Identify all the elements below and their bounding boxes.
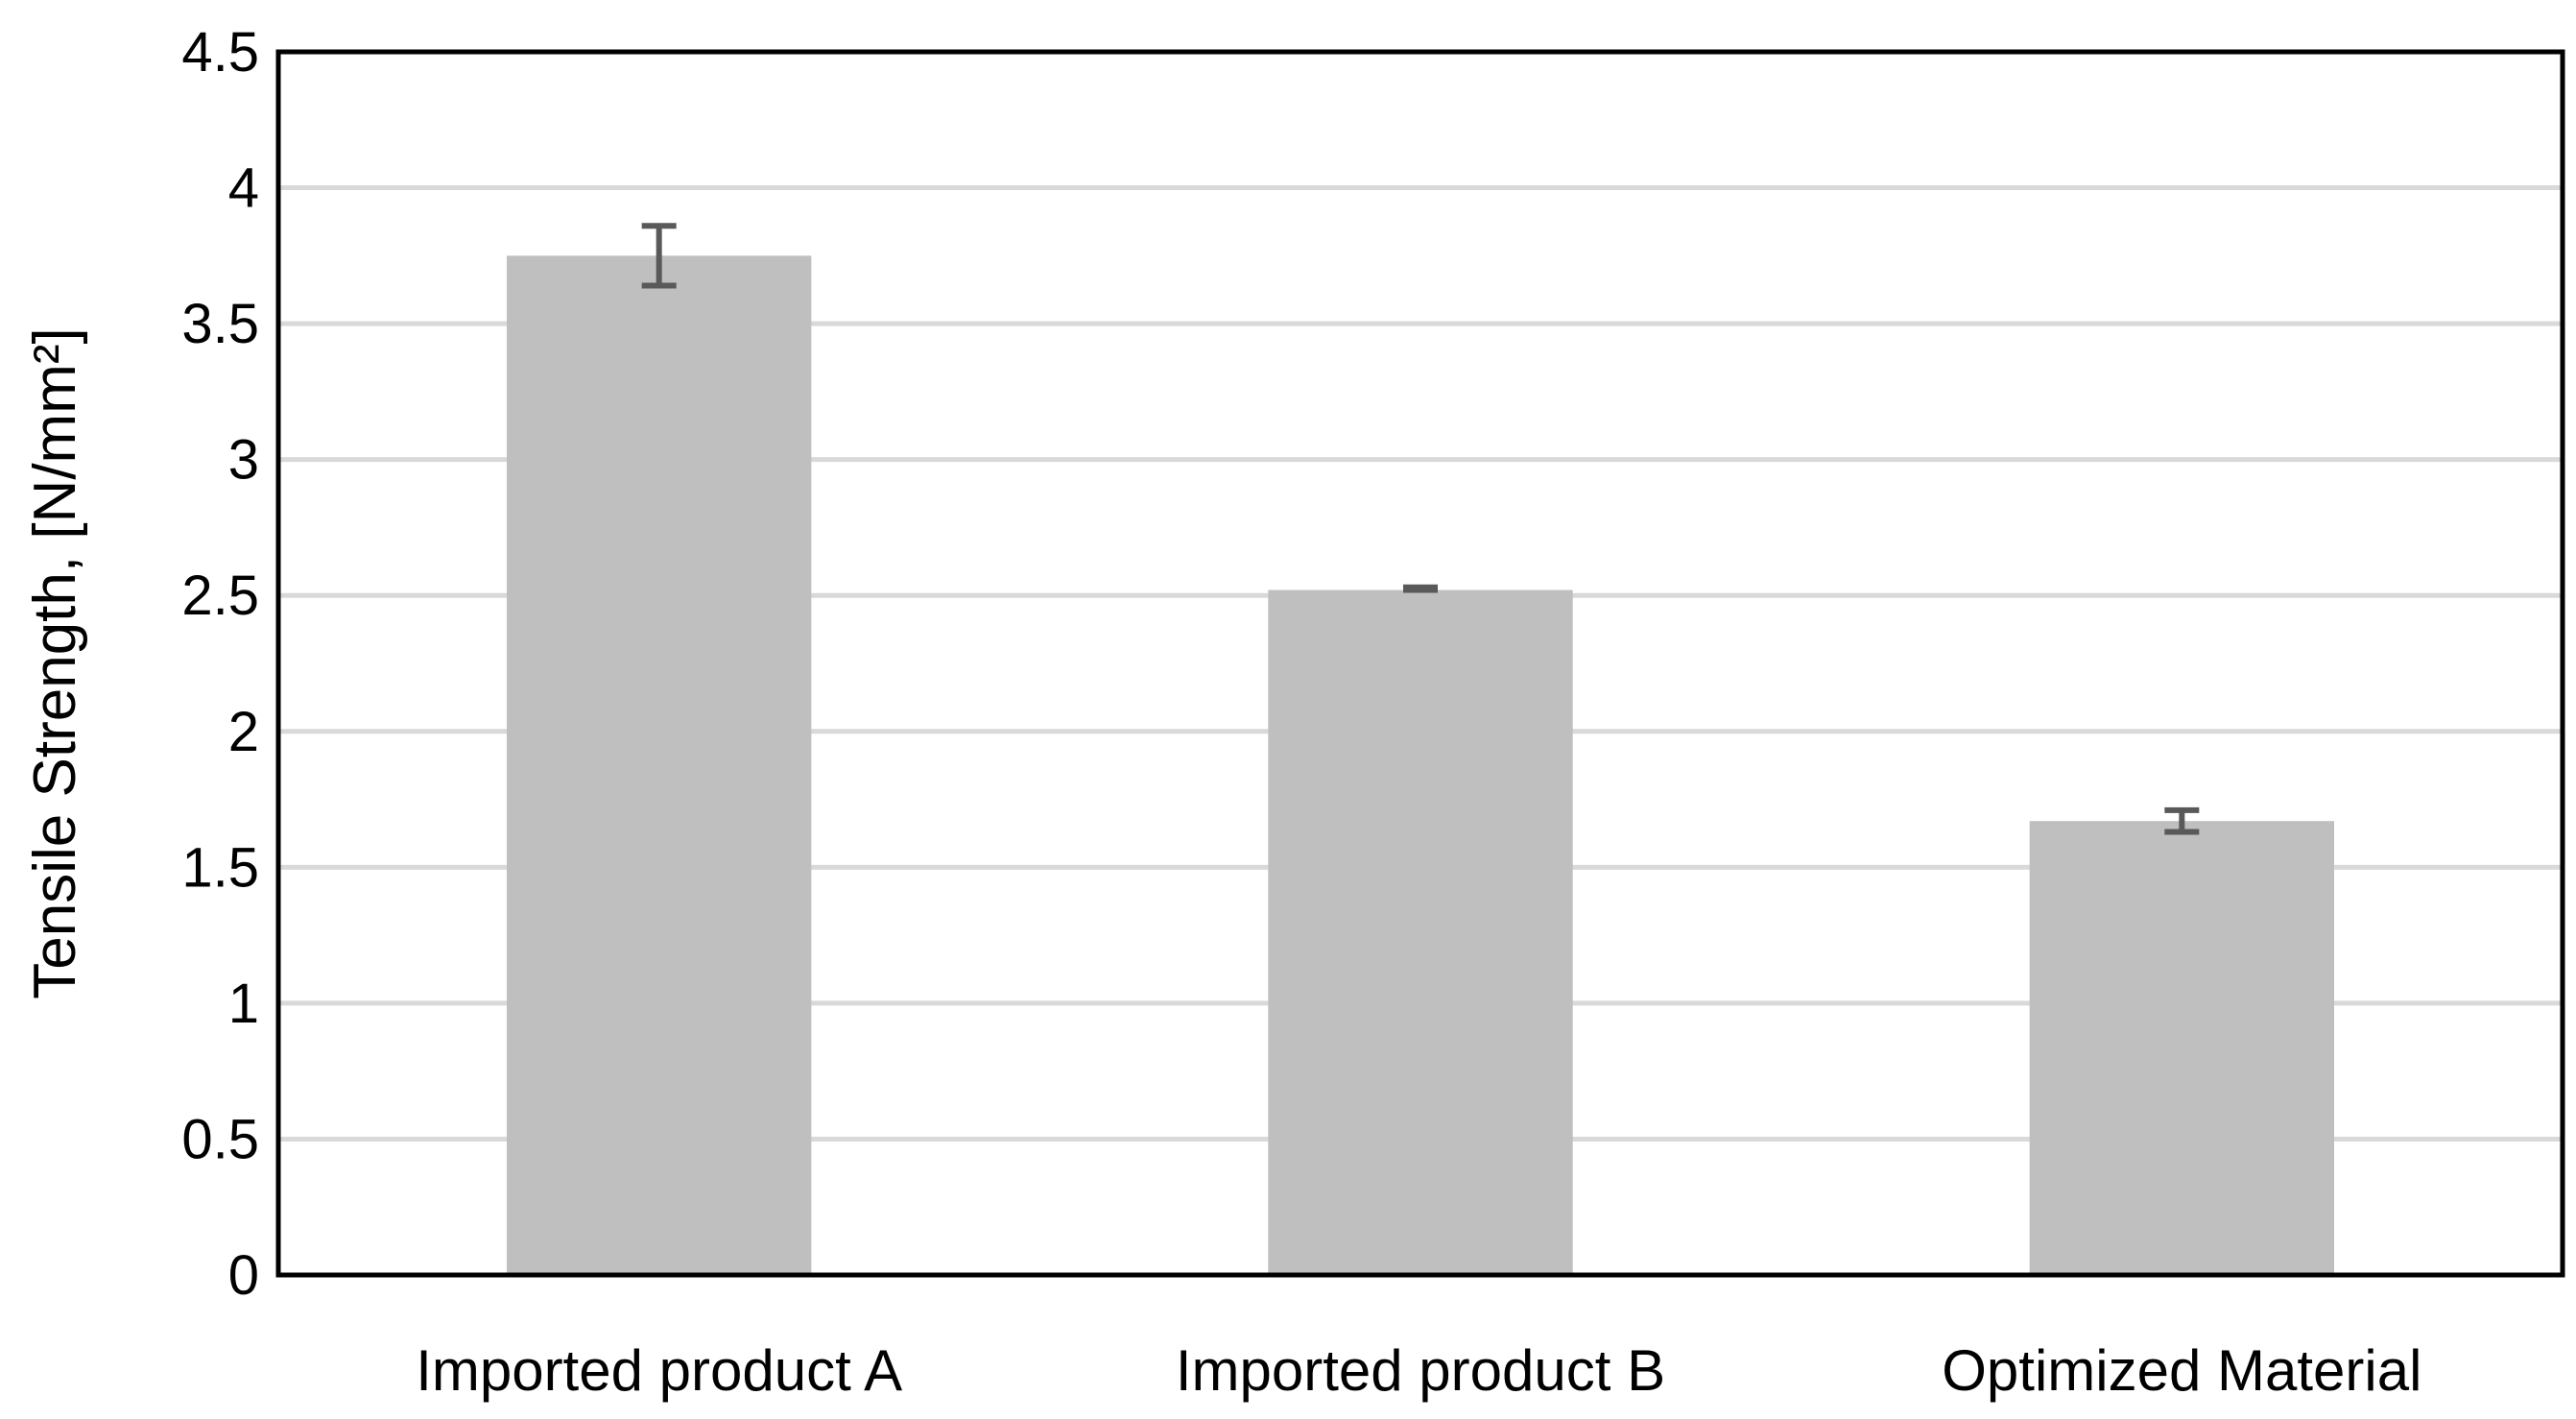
- y-tick-label: 3.5: [181, 293, 259, 355]
- x-category-label: Imported product A: [416, 1338, 902, 1403]
- y-tick-label: 2.5: [181, 565, 259, 627]
- plot-frame: [275, 49, 2565, 1278]
- y-tick-label: 0.5: [181, 1108, 259, 1170]
- y-tick-label: 4.5: [181, 21, 259, 84]
- y-tick-labels: 0 0.5 1 1.5 2 2.5 3 3.5 4 4.5: [181, 21, 259, 1307]
- y-tick-label: 1.5: [181, 836, 259, 899]
- y-tick-label: 3: [228, 429, 259, 492]
- error-bar-3: [2164, 806, 2200, 835]
- y-tick-label: 4: [228, 157, 259, 220]
- x-category-labels: Imported product A Imported product B Opti…: [416, 1338, 2421, 1403]
- x-category-label: Optimized Material: [1942, 1338, 2421, 1403]
- y-axis-title: Tensile Strength, [N/mm²]: [22, 327, 88, 998]
- error-bars: [641, 223, 2200, 835]
- x-category-label: Imported product B: [1176, 1338, 1665, 1403]
- y-tick-label: 2: [228, 701, 259, 763]
- bar-2: [1268, 589, 1573, 1275]
- bar-3: [2029, 821, 2334, 1275]
- error-bar-1: [641, 223, 677, 289]
- error-bar-2: [1403, 584, 1438, 593]
- bars: [507, 255, 2334, 1275]
- y-tick-label: 0: [228, 1244, 259, 1307]
- bar-1: [507, 255, 812, 1275]
- y-tick-label: 1: [228, 973, 259, 1035]
